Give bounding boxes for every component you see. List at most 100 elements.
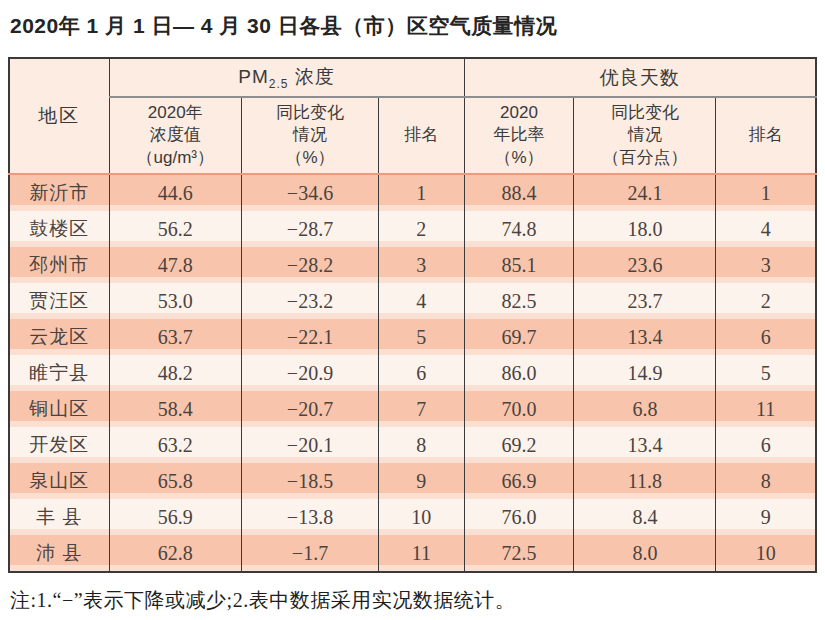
region-cell: 开发区 — [9, 427, 109, 463]
pm-change-cell: −28.7 — [241, 211, 378, 247]
days-rank-cell: 3 — [716, 247, 816, 283]
pm-change-cell: −13.8 — [241, 499, 378, 535]
header-days-ratio: 2020 年比率 （%） — [464, 97, 574, 174]
days-ratio-cell: 76.0 — [464, 499, 574, 535]
pm-value-cell: 62.8 — [109, 535, 241, 572]
days-rank-cell: 4 — [716, 211, 816, 247]
days-rank-cell: 8 — [716, 463, 816, 499]
region-cell: 丰 县 — [9, 499, 109, 535]
pm-change-cell: −20.9 — [241, 355, 378, 391]
pm-value-cell: 65.8 — [109, 463, 241, 499]
region-cell: 睢宁县 — [9, 355, 109, 391]
days-ratio-cell: 72.5 — [464, 535, 574, 572]
days-ratio-cell: 74.8 — [464, 211, 574, 247]
table-row: 云龙区63.7−22.1569.713.46 — [9, 319, 816, 355]
header-pm-change: 同比变化 情况 （%） — [241, 97, 378, 174]
pm-value-cell: 53.0 — [109, 283, 241, 319]
pm-value-cell: 58.4 — [109, 391, 241, 427]
days-rank-cell: 2 — [716, 283, 816, 319]
pm-change-cell: −28.2 — [241, 247, 378, 283]
region-cell: 沛 县 — [9, 535, 109, 572]
days-ratio-cell: 86.0 — [464, 355, 574, 391]
table-row: 沛 县62.8−1.71172.58.010 — [9, 535, 816, 572]
pm-rank-cell: 7 — [379, 391, 465, 427]
days-change-cell: 13.4 — [574, 319, 716, 355]
days-change-cell: 8.4 — [574, 499, 716, 535]
pm-change-cell: −34.6 — [241, 174, 378, 211]
region-cell: 泉山区 — [9, 463, 109, 499]
pm-change-cell: −20.1 — [241, 427, 378, 463]
footnote: 注:1.“−”表示下降或减少;2.表中数据采用实况数据统计。 — [10, 587, 817, 614]
days-rank-cell: 6 — [716, 319, 816, 355]
pm-value-cell: 63.2 — [109, 427, 241, 463]
table-row: 鼓楼区56.2−28.7274.818.04 — [9, 211, 816, 247]
pm-rank-cell: 9 — [379, 463, 465, 499]
air-quality-table: 地区 PM2.5 浓度 优良天数 2020年 浓度值 （ug/m³） 同比变化 … — [8, 57, 817, 573]
pm-label-suffix: 浓度 — [289, 66, 335, 87]
pm-rank-cell: 1 — [379, 174, 465, 211]
pm-value-cell: 47.8 — [109, 247, 241, 283]
days-rank-cell: 10 — [716, 535, 816, 572]
table-row: 铜山区58.4−20.7770.06.811 — [9, 391, 816, 427]
days-change-cell: 11.8 — [574, 463, 716, 499]
pm-change-cell: −1.7 — [241, 535, 378, 572]
pm-rank-cell: 8 — [379, 427, 465, 463]
pm-value-cell: 56.2 — [109, 211, 241, 247]
days-change-cell: 23.6 — [574, 247, 716, 283]
header-region: 地区 — [9, 58, 109, 174]
days-change-cell: 14.9 — [574, 355, 716, 391]
pm-value-cell: 56.9 — [109, 499, 241, 535]
days-ratio-cell: 69.7 — [464, 319, 574, 355]
pm-rank-cell: 6 — [379, 355, 465, 391]
pm-change-cell: −20.7 — [241, 391, 378, 427]
days-ratio-cell: 69.2 — [464, 427, 574, 463]
header-days-change: 同比变化 情况 （百分点） — [574, 97, 716, 174]
pm-change-cell: −23.2 — [241, 283, 378, 319]
region-cell: 邳州市 — [9, 247, 109, 283]
days-ratio-cell: 66.9 — [464, 463, 574, 499]
pm-change-cell: −18.5 — [241, 463, 378, 499]
days-rank-cell: 5 — [716, 355, 816, 391]
days-change-cell: 6.8 — [574, 391, 716, 427]
table-row: 睢宁县48.2−20.9686.014.95 — [9, 355, 816, 391]
region-cell: 新沂市 — [9, 174, 109, 211]
pm-value-cell: 44.6 — [109, 174, 241, 211]
pm-rank-cell: 10 — [379, 499, 465, 535]
days-change-cell: 24.1 — [574, 174, 716, 211]
days-change-cell: 23.7 — [574, 283, 716, 319]
region-cell: 鼓楼区 — [9, 211, 109, 247]
header-days-rank: 排名 — [716, 97, 816, 174]
sub-header-row: 2020年 浓度值 （ug/m³） 同比变化 情况 （%） 排名 2020 年比… — [9, 97, 816, 174]
days-rank-cell: 6 — [716, 427, 816, 463]
table-row: 邳州市47.8−28.2385.123.63 — [9, 247, 816, 283]
page: 2020年 1 月 1 日— 4 月 30 日各县（市）区空气质量情况 地区 P… — [0, 0, 825, 620]
group-header-row: 地区 PM2.5 浓度 优良天数 — [9, 58, 816, 97]
page-title: 2020年 1 月 1 日— 4 月 30 日各县（市）区空气质量情况 — [10, 12, 817, 40]
header-pm-rank: 排名 — [379, 97, 465, 174]
region-cell: 铜山区 — [9, 391, 109, 427]
days-change-cell: 18.0 — [574, 211, 716, 247]
table-header: 地区 PM2.5 浓度 优良天数 2020年 浓度值 （ug/m³） 同比变化 … — [9, 58, 816, 174]
days-ratio-cell: 70.0 — [464, 391, 574, 427]
days-ratio-cell: 82.5 — [464, 283, 574, 319]
table-row: 贾汪区53.0−23.2482.523.72 — [9, 283, 816, 319]
table-row: 丰 县56.9−13.81076.08.49 — [9, 499, 816, 535]
pm-rank-cell: 11 — [379, 535, 465, 572]
header-days-group: 优良天数 — [464, 58, 816, 97]
header-pm-group: PM2.5 浓度 — [109, 58, 464, 97]
region-cell: 云龙区 — [9, 319, 109, 355]
pm-value-cell: 63.7 — [109, 319, 241, 355]
days-change-cell: 8.0 — [574, 535, 716, 572]
days-rank-cell: 9 — [716, 499, 816, 535]
days-rank-cell: 11 — [716, 391, 816, 427]
table-row: 泉山区65.8−18.5966.911.88 — [9, 463, 816, 499]
days-change-cell: 13.4 — [574, 427, 716, 463]
pm-group-label: PM2.5 浓度 — [238, 66, 334, 87]
pm-rank-cell: 5 — [379, 319, 465, 355]
pm-rank-cell: 2 — [379, 211, 465, 247]
days-ratio-cell: 85.1 — [464, 247, 574, 283]
days-ratio-cell: 88.4 — [464, 174, 574, 211]
days-rank-cell: 1 — [716, 174, 816, 211]
pm-label-prefix: PM — [238, 66, 269, 87]
table-row: 新沂市44.6−34.6188.424.11 — [9, 174, 816, 211]
